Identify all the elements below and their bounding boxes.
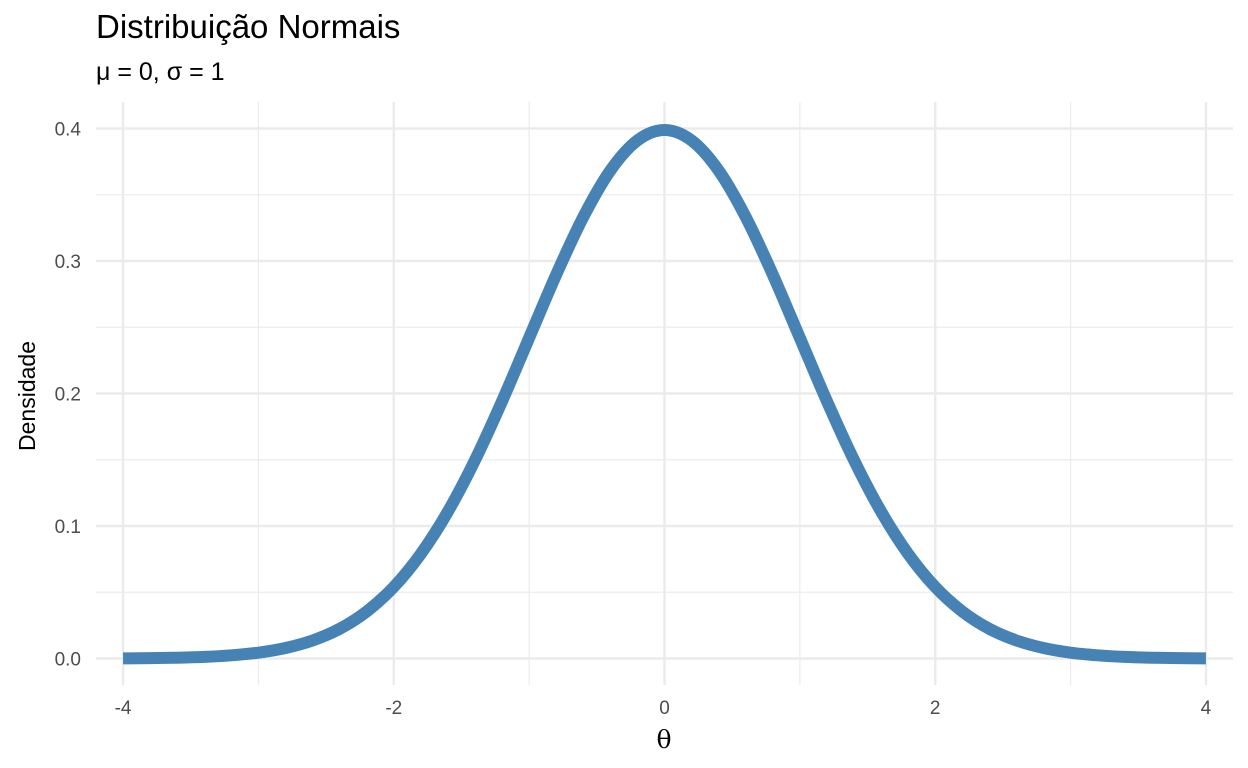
y-tick-label: 0.2 — [55, 385, 81, 406]
x-tick-label: 4 — [1201, 698, 1212, 719]
y-tick-label: 0.0 — [55, 650, 81, 671]
x-axis-ticks: -4 -2 0 2 4 — [115, 698, 1212, 719]
chart-title: Distribuição Normais — [96, 8, 401, 45]
series-layer — [123, 123, 1206, 665]
y-tick-label: 0.1 — [55, 517, 81, 538]
density-curve — [123, 123, 1206, 665]
y-axis-title: Densidade — [14, 341, 40, 451]
x-tick-label: -2 — [385, 698, 402, 719]
y-tick-label: 0.3 — [55, 252, 81, 273]
chart-subtitle: μ = 0, σ = 1 — [96, 58, 225, 86]
y-axis-ticks: 0.0 0.1 0.2 0.3 0.4 — [55, 120, 82, 671]
x-tick-label: -4 — [115, 698, 132, 719]
x-tick-label: 0 — [659, 698, 670, 719]
x-tick-label: 2 — [930, 698, 941, 719]
x-axis-title: θ — [656, 725, 671, 754]
major-gridlines — [96, 102, 1233, 685]
y-tick-label: 0.4 — [55, 120, 82, 141]
